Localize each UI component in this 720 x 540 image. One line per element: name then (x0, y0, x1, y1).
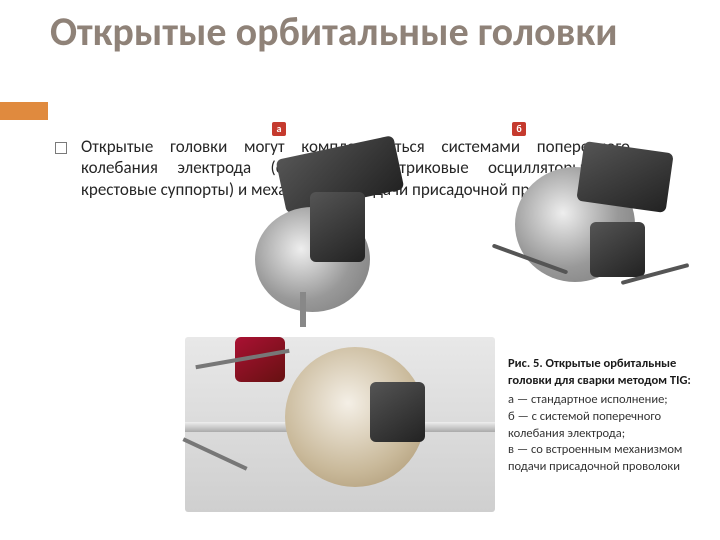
photo-v (185, 337, 495, 512)
bullet-icon (55, 142, 67, 154)
caption-line-a: а — стандартное исполнение; (508, 392, 713, 409)
caption-line-b: б — с системой поперечного колебания эле… (508, 409, 713, 443)
slide-title: Открытые орбитальные головки (50, 10, 690, 54)
image-tag-a: а (272, 122, 286, 136)
slide: Открытые орбитальные головки Открытые го… (0, 0, 720, 540)
figure-caption: Рис. 5. Открытые орбитальные головки для… (500, 350, 720, 482)
caption-title: Рис. 5. Открытые орбитальные головки для… (508, 356, 713, 390)
photo-a (200, 137, 430, 322)
image-tag-b: б (512, 122, 526, 136)
photo-b (470, 137, 700, 317)
caption-line-v: в — со встроенным механизмом подачи прис… (508, 442, 713, 476)
accent-bar (0, 102, 48, 120)
